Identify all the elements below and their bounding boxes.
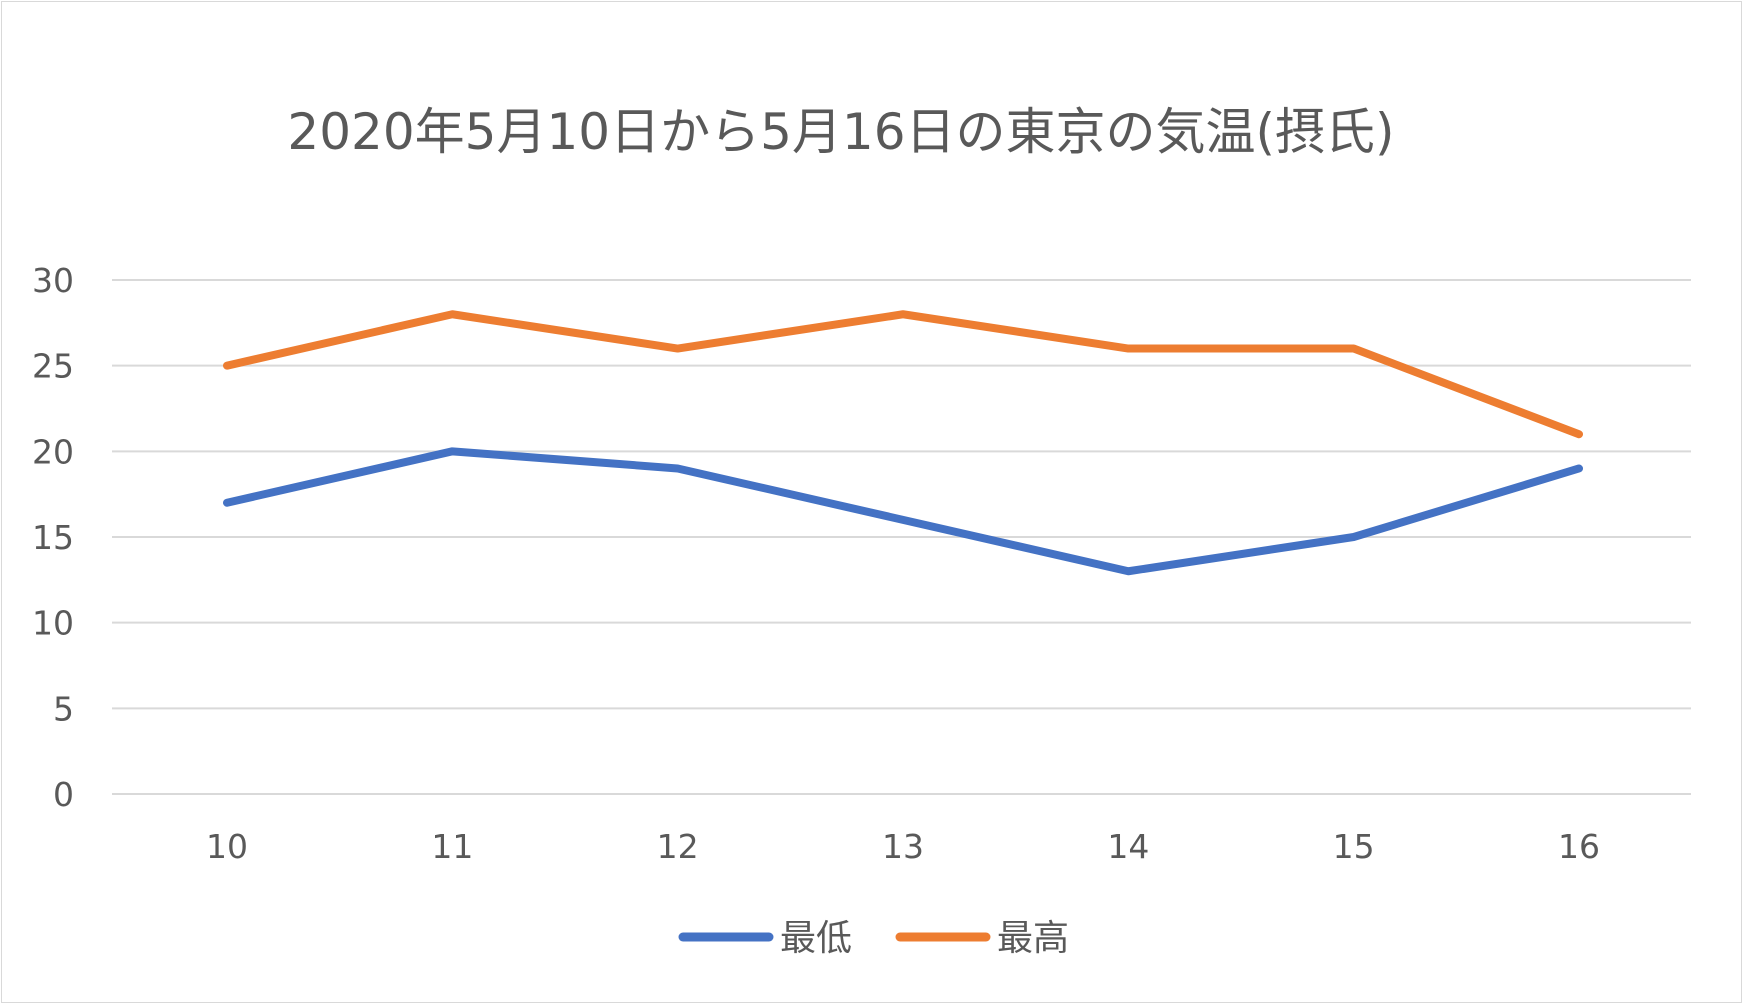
x-tick-label: 14 — [1107, 827, 1149, 866]
x-tick-label: 11 — [431, 827, 473, 866]
y-axis-tick-labels: 0 5 10 15 20 25 30 — [32, 261, 74, 814]
y-tick-label: 25 — [32, 347, 74, 386]
y-tick-label: 10 — [32, 604, 74, 643]
y-tick-label: 0 — [53, 775, 74, 814]
legend-label-min: 最低 — [780, 918, 852, 959]
y-tick-label: 15 — [32, 518, 74, 557]
legend: 最低 最高 — [678, 918, 1069, 959]
x-tick-label: 15 — [1333, 827, 1375, 866]
legend-label-max: 最高 — [997, 918, 1069, 959]
gridlines — [112, 279, 1691, 795]
x-tick-label: 12 — [657, 827, 699, 866]
series-lines — [223, 310, 1583, 576]
y-tick-label: 5 — [53, 689, 74, 728]
series-line-min — [223, 447, 1583, 576]
x-tick-label: 13 — [882, 827, 924, 866]
x-tick-label: 10 — [206, 827, 248, 866]
y-tick-label: 30 — [32, 261, 74, 300]
x-axis-tick-labels: 10 11 12 13 14 15 16 — [206, 827, 1600, 866]
series-line-max — [223, 310, 1583, 439]
chart-title: 2020年5月10日から5月16日の東京の気温(摂氏) — [287, 103, 1394, 161]
x-tick-label: 16 — [1558, 827, 1600, 866]
y-tick-label: 20 — [32, 432, 74, 471]
